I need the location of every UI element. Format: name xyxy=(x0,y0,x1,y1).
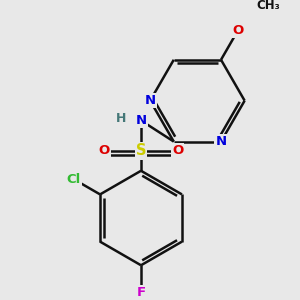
Text: Cl: Cl xyxy=(67,173,81,186)
Text: CH₃: CH₃ xyxy=(256,0,280,12)
Text: N: N xyxy=(215,135,226,148)
Text: S: S xyxy=(136,143,146,158)
Text: N: N xyxy=(145,94,156,107)
Text: N: N xyxy=(135,114,147,127)
Text: O: O xyxy=(232,24,243,37)
Text: O: O xyxy=(99,145,110,158)
Text: H: H xyxy=(116,112,126,125)
Text: O: O xyxy=(172,145,183,158)
Text: F: F xyxy=(136,286,146,299)
